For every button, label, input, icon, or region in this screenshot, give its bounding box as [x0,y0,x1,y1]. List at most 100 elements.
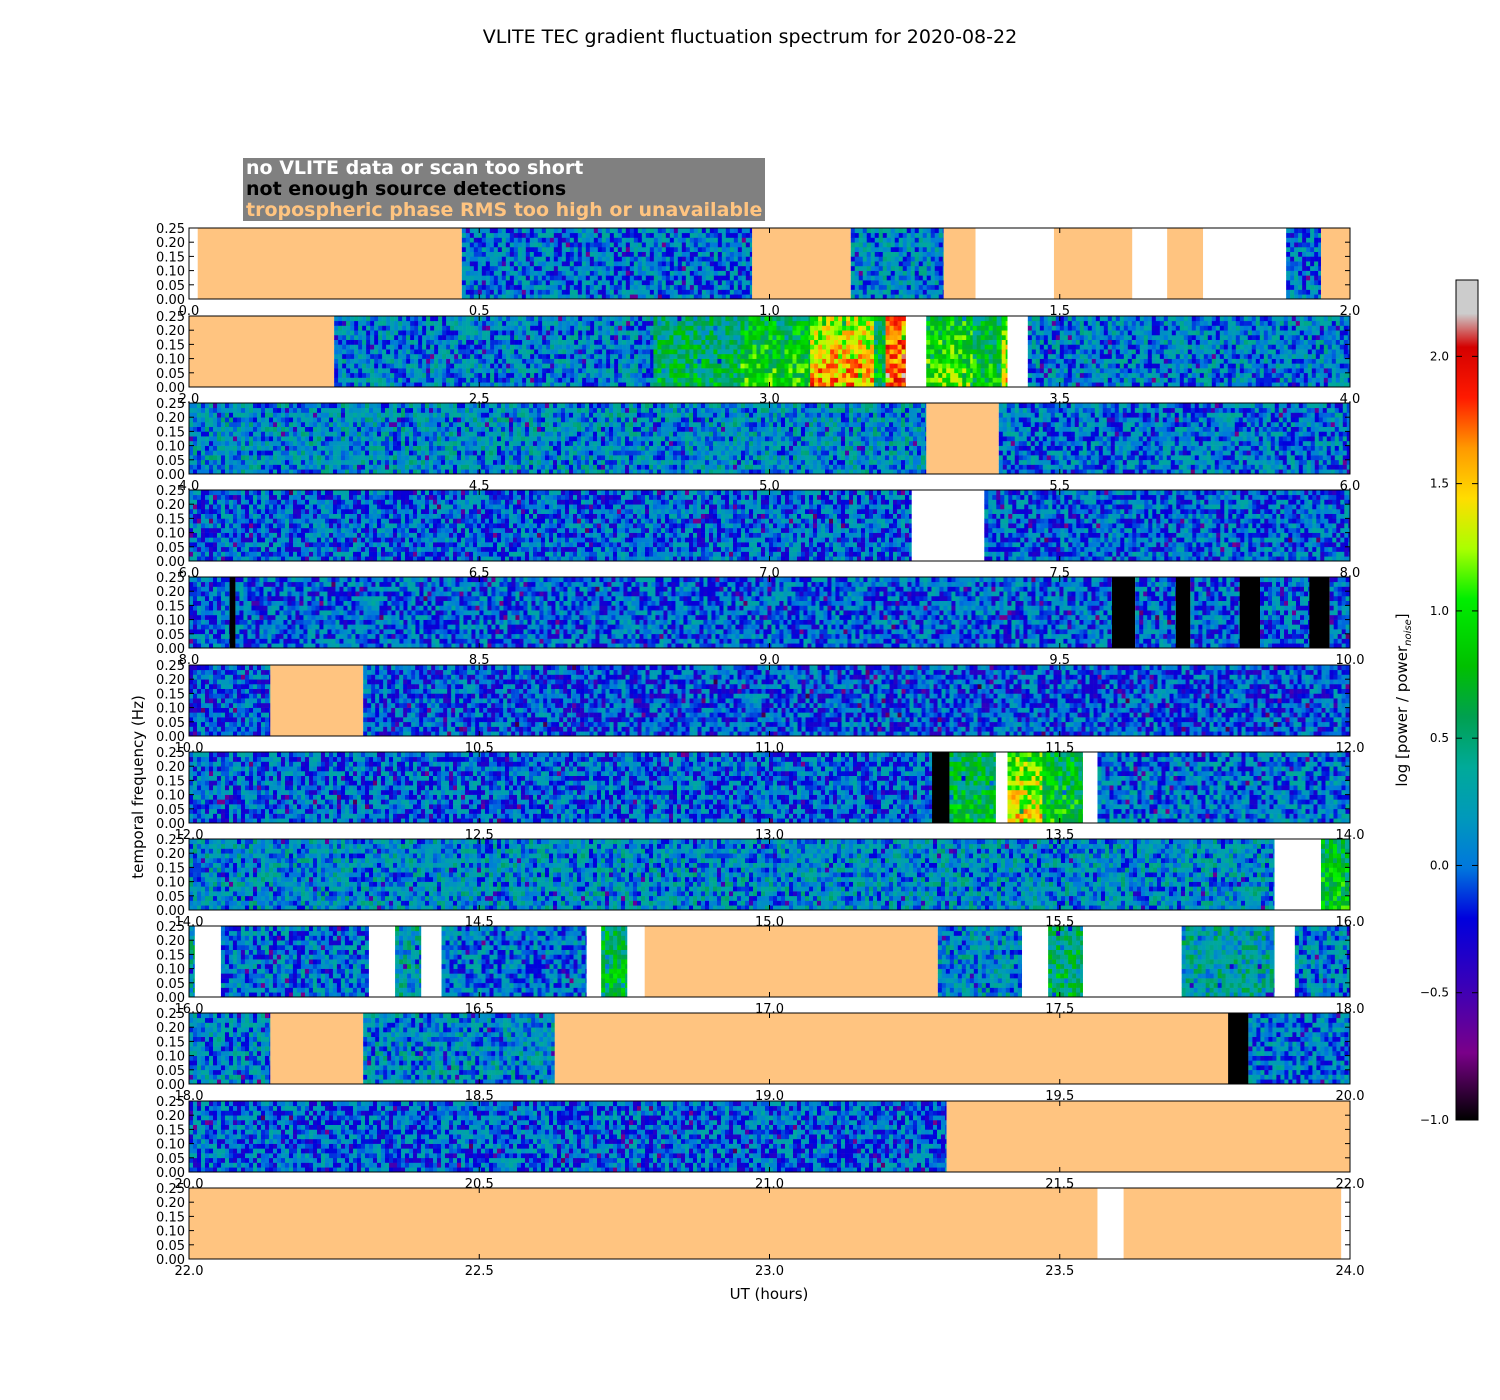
spectrum-cell [601,265,607,271]
spectrum-cell [618,377,623,383]
spectrum-cell [1199,334,1205,340]
spectrum-cell [601,256,607,262]
spectrum-cell [609,242,615,248]
spectrum-cell [1059,334,1065,340]
spectrum-cell [618,368,623,374]
spectrum-cell [1147,382,1153,388]
spectrum-cell [342,349,347,355]
spectrum-cell [1111,349,1117,355]
spectrum-cell [585,270,591,276]
spectrum-cell [733,246,739,252]
spectrum-cell [725,294,731,300]
spectrum-cell [756,382,761,388]
spectrum-cell [554,344,559,350]
spectrum-cell [642,372,647,378]
spectrum-cell [602,339,607,345]
spectrum-cell [889,330,894,336]
spectrum-cell [513,228,519,234]
spectrum-cell [1000,368,1002,374]
spectrum-cell [737,316,741,322]
spectrum-cell [657,368,662,374]
spectrum-cell [1314,237,1319,243]
spectrum-cell [350,358,355,364]
spectrum-cell [350,316,355,322]
spectrum-cell [1131,377,1137,383]
spectrum-cell [562,372,567,378]
spectrum-cell [926,228,932,234]
spectrum-cell [705,280,711,286]
spectrum-cell [938,372,943,378]
spectrum-cell [826,344,831,350]
spectrum-cell [561,265,567,271]
spectrum-cell [510,349,515,355]
spectrum-cell [610,363,615,369]
spectrum-cell [701,372,706,378]
spectrum-cell [878,232,884,238]
spectrum-cell [776,316,781,322]
spectrum-cell [1079,349,1085,355]
spectrum-cell [1131,358,1137,364]
spectrum-cell [422,334,427,340]
spectrum-cell [1115,330,1121,336]
spectrum-cell [645,284,651,290]
spectrum-cell [870,325,875,331]
spectrum-cell [681,284,687,290]
spectrum-cell [450,320,455,326]
spectrum-cell [685,251,691,257]
spectrum-cell [530,325,535,331]
spectrum-cell [914,280,920,286]
spectrum-cell [966,353,971,359]
spectrum-cell [890,242,896,248]
spectrum-cell [988,344,993,350]
spectrum-cell [693,325,698,331]
spectrum-cell [870,316,875,322]
spectrum-cell [838,320,843,326]
spectrum-cell [673,363,678,369]
spectrum-cell [558,372,563,378]
spectrum-cell [1027,320,1033,326]
spectrum-cell [537,289,543,295]
spectrum-cell [749,294,753,300]
spectrum-cell [1294,242,1299,248]
spectrum-cell [354,358,359,364]
spectrum-cell [454,334,459,340]
spectrum-cell [350,372,355,378]
spectrum-cell [1151,382,1157,388]
spectrum-cell [737,237,743,243]
spectrum-cell [697,280,703,286]
spectrum-cell [764,334,769,340]
spectrum-cell [752,316,757,322]
spectrum-cell [581,256,587,262]
spectrum-cell [709,349,714,355]
spectrum-cell [1171,320,1177,326]
spectrum-cell [873,344,879,350]
spectrum-cell [422,349,427,355]
spectrum-cell [854,284,860,290]
spectrum-cell [650,353,654,359]
spectrum-cell [1111,325,1117,331]
spectrum-cell [1314,232,1319,238]
spectrum-cell [358,372,363,378]
spectrum-cell [346,344,351,350]
spectrum-cell [902,228,908,234]
spectrum-cell [614,334,619,340]
spectrum-cell [418,349,423,355]
spectrum-cell [905,339,907,345]
spectrum-cell [1227,372,1233,378]
spectrum-cell [478,368,483,374]
spectrum-cell [725,251,731,257]
spectrum-cell [950,325,955,331]
spectrum-cell [866,275,872,281]
spectrum-cell [546,382,551,388]
spectrum-cell [874,261,880,267]
spectrum-cell [470,382,475,388]
spectrum-cell [665,246,671,252]
spectrum-cell [780,353,785,359]
spectrum-cell [733,251,739,257]
spectrum-cell [370,320,375,326]
spectrum-cell [1155,377,1161,383]
spectrum-cell [438,344,443,350]
spectrum-cell [641,246,647,252]
spectrum-cell [870,372,875,378]
spectrum-cell [1111,339,1117,345]
